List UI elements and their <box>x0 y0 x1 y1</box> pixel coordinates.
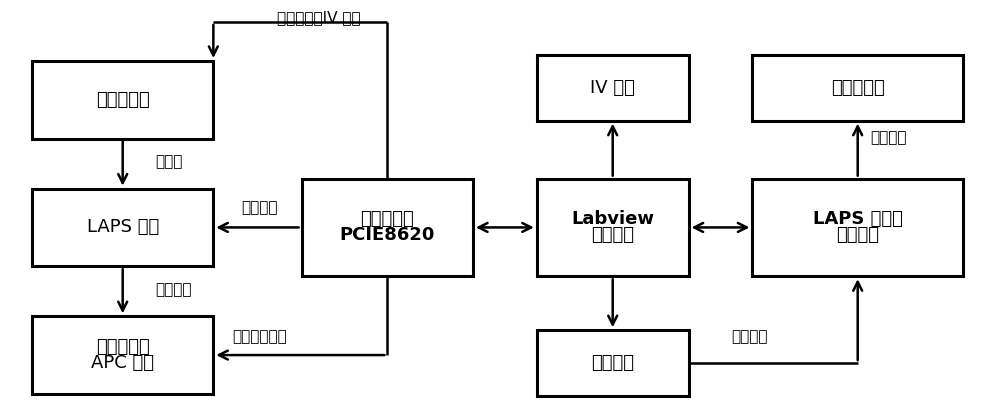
Text: 恒流光驱动: 恒流光驱动 <box>96 338 150 356</box>
Text: APC 电路: APC 电路 <box>91 354 154 372</box>
Bar <box>32 188 213 266</box>
Bar <box>537 330 689 396</box>
Text: 扫描电压: 扫描电压 <box>242 200 278 215</box>
Bar <box>752 55 963 121</box>
Text: 光电流: 光电流 <box>155 154 182 169</box>
Bar <box>32 61 213 139</box>
Bar <box>752 179 963 276</box>
Text: IV 曲线: IV 曲线 <box>590 79 635 97</box>
Bar <box>32 316 213 394</box>
Text: 调制激光: 调制激光 <box>155 282 192 297</box>
Text: 跨阻放大器: 跨阻放大器 <box>96 91 150 109</box>
Bar <box>537 55 689 121</box>
Text: 采集界面: 采集界面 <box>591 226 634 245</box>
Text: 补偿模型: 补偿模型 <box>836 226 879 245</box>
Text: 融合处理: 融合处理 <box>870 130 907 145</box>
Bar <box>537 179 689 276</box>
Text: LAPS 芝片: LAPS 芝片 <box>87 219 159 236</box>
Bar <box>302 179 473 276</box>
Text: 数据保存: 数据保存 <box>591 354 634 372</box>
Text: PCIE8620: PCIE8620 <box>340 226 435 245</box>
Text: 信号放大、IV 转换: 信号放大、IV 转换 <box>277 11 361 26</box>
Text: 特征提取: 特征提取 <box>732 330 768 345</box>
Text: Labview: Labview <box>571 210 654 228</box>
Text: 补偿后输出: 补偿后输出 <box>831 79 885 97</box>
Text: 数据采集卡: 数据采集卡 <box>360 210 414 228</box>
Text: 正弦调制电压: 正弦调制电压 <box>233 330 287 345</box>
Text: LAPS 温度自: LAPS 温度自 <box>813 210 903 228</box>
